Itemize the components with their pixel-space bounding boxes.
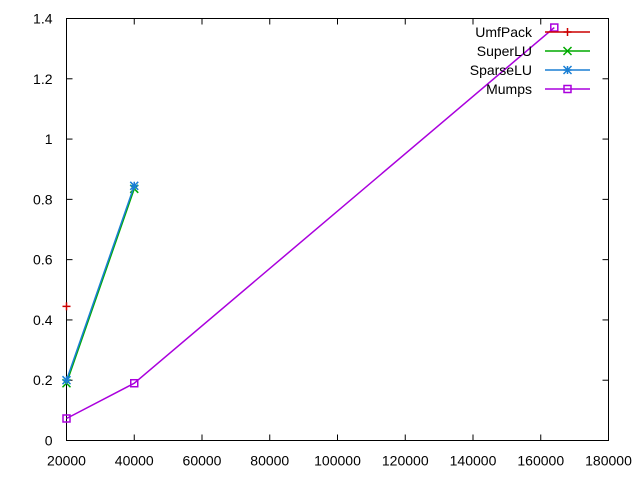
legend-marker (563, 84, 572, 94)
data-point-sparselu (61, 375, 72, 385)
legend-entry-sparselu: SparseLU (470, 62, 590, 78)
y-tick-label: 0.4 (33, 312, 53, 328)
axis-ticks (66, 18, 609, 441)
data-point-mumps (62, 414, 71, 423)
legend-marker (562, 65, 573, 75)
legend-label: SuperLU (477, 43, 532, 59)
x-tick-label: 60000 (183, 453, 222, 469)
x-tick-label: 40000 (115, 453, 154, 469)
legend-label: Mumps (486, 81, 532, 97)
data-point-mumps (130, 378, 139, 388)
series-line-superlu (65, 188, 135, 384)
y-tick-label: 0 (45, 433, 53, 449)
data-point-umfpack (62, 302, 71, 311)
legend-label: UmfPack (475, 24, 533, 40)
legend-entry-umfpack: UmfPack (475, 24, 590, 40)
x-tick-label: 140000 (450, 453, 497, 469)
data-point-mumps (550, 23, 559, 32)
y-tick-label: 1.4 (33, 11, 53, 27)
y-tick-label: 0.6 (33, 252, 53, 268)
x-tick-label: 100000 (314, 453, 361, 469)
y-tick-label: 0.8 (33, 191, 53, 207)
legend-marker (563, 28, 572, 36)
x-tick-labels: 20000 40000 60000 80000 100000 120000 140000 16… (47, 453, 632, 469)
x-tick-label: 160000 (517, 453, 564, 469)
series-line-mumps (66, 26, 555, 420)
y-tick-labels: 0 0.2 0.4 0.6 0.8 1 1.2 1.4 (33, 11, 53, 449)
y-tick-label: 0.2 (33, 372, 53, 388)
series-umfpack (62, 302, 71, 311)
data-point-sparselu (129, 181, 139, 191)
y-tick-label: 1.2 (33, 71, 53, 87)
series-layer (61, 23, 559, 423)
y-tick-label: 1 (45, 131, 53, 147)
x-tick-label: 20000 (47, 453, 86, 469)
legend-label: SparseLU (470, 62, 532, 78)
legend: UmfPack SuperLU SparseLU Mumps (470, 24, 590, 97)
x-tick-label: 120000 (382, 453, 429, 469)
x-tick-label: 180000 (585, 453, 632, 469)
legend-entry-superlu: SuperLU (477, 43, 590, 59)
legend-marker (562, 46, 573, 56)
series-line-sparselu (65, 185, 135, 381)
series-sparselu (61, 181, 139, 385)
series-mumps (62, 23, 559, 423)
x-tick-label: 80000 (250, 453, 289, 469)
legend-entry-mumps: Mumps (486, 81, 590, 97)
